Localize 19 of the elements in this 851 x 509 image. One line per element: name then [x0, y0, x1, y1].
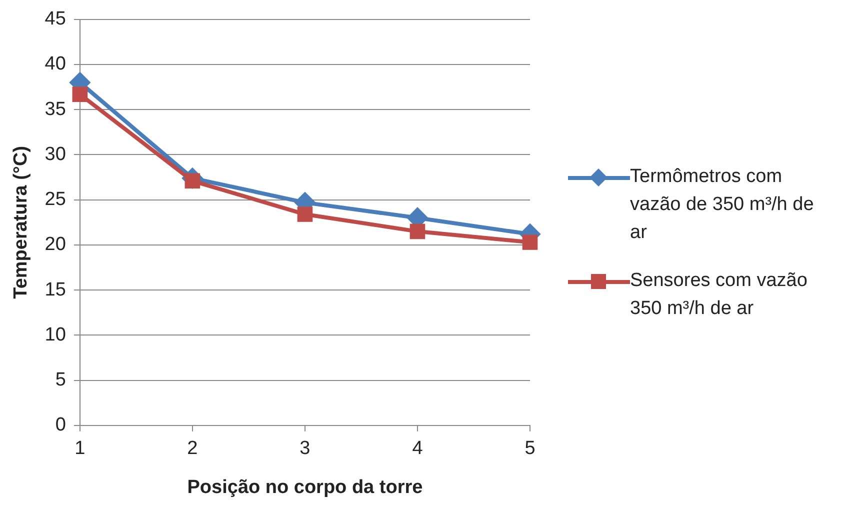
x-tick-label: 2 [187, 438, 198, 460]
x-tick-label: 4 [412, 438, 424, 460]
y-axis-title: Temperatura (°C) [10, 146, 32, 299]
y-tick-label: 15 [44, 279, 66, 300]
y-tick-label: 45 [44, 8, 66, 30]
legend-label: Termômetros com vazão de 350 m³/h de ar [630, 165, 815, 245]
x-tick-label: 5 [524, 438, 536, 460]
x-tick-label: 3 [300, 438, 310, 460]
x-axis-title: Posição no corpo da torre [187, 476, 423, 498]
y-tick-label: 30 [44, 144, 66, 165]
y-tick-label: 25 [44, 189, 66, 210]
y-tick-label: 10 [44, 324, 66, 346]
y-tick-label: 5 [55, 370, 66, 391]
y-tick-label: 0 [55, 414, 66, 436]
legend-label: Sensores com vazão 350 m³/h de ar [630, 269, 808, 321]
y-tick-label: 40 [44, 54, 66, 75]
y-tick-label: 35 [44, 98, 66, 120]
y-tick-label: 20 [44, 234, 66, 256]
x-tick-label: 1 [74, 438, 86, 460]
